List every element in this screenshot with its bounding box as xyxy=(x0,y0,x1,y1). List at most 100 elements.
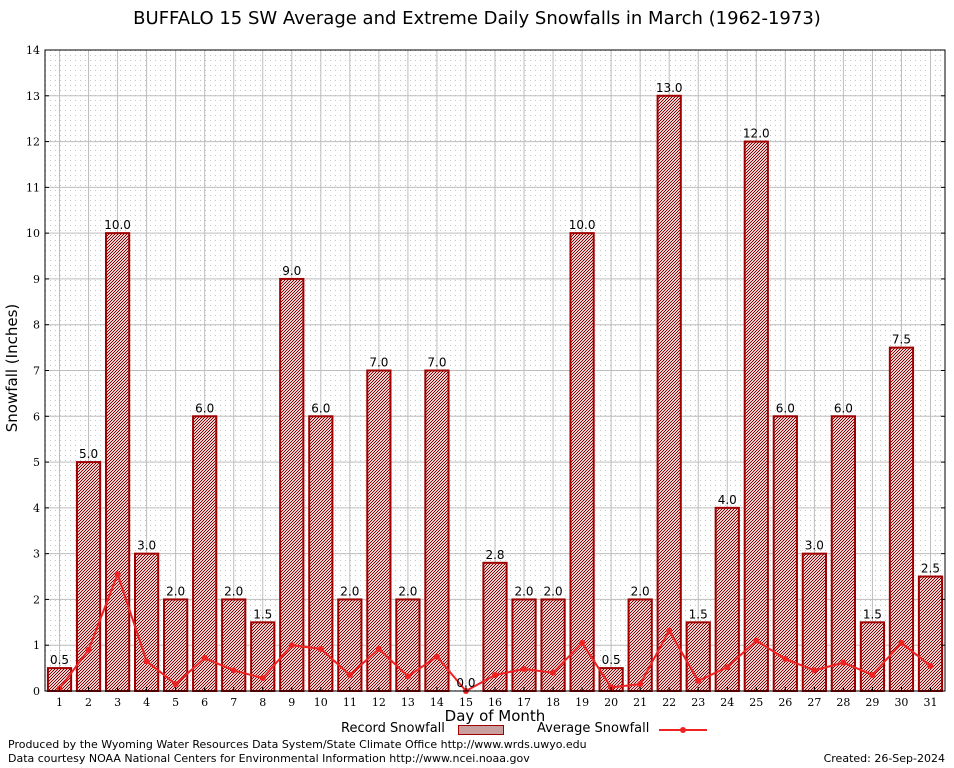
average-snowfall-point xyxy=(521,666,528,673)
record-snowfall-bar xyxy=(859,621,886,692)
record-snowfall-bar xyxy=(366,369,392,692)
record-snowfall-bar xyxy=(714,506,740,692)
bar-value-label: 1.5 xyxy=(863,607,882,621)
average-snowfall-point xyxy=(724,664,731,671)
legend-average-label: Average Snowfall xyxy=(537,721,650,736)
record-snowfall-bar xyxy=(104,232,131,692)
bar-value-label: 6.0 xyxy=(834,401,853,415)
y-tick-label: 13 xyxy=(26,90,40,103)
record-snowfall-bar xyxy=(134,552,160,693)
bar-value-label: 0.5 xyxy=(602,653,621,667)
bar-value-label: 7.0 xyxy=(427,356,446,370)
footer-created-date: Created: 26-Sep-2024 xyxy=(823,752,945,765)
bar-value-label: 0.0 xyxy=(456,676,475,690)
x-tick-label: 29 xyxy=(865,696,879,709)
average-snowfall-point xyxy=(869,671,876,678)
x-tick-label: 22 xyxy=(662,696,676,709)
x-tick-label: 30 xyxy=(894,696,908,709)
legend-average-swatch xyxy=(659,727,707,733)
record-snowfall-bar xyxy=(279,277,305,692)
record-snowfall-bar xyxy=(75,461,102,693)
bar-value-label: 2.0 xyxy=(224,584,243,598)
record-snowfall-bar xyxy=(569,232,595,692)
bar-value-label: 0.5 xyxy=(50,653,69,667)
average-snowfall-point xyxy=(433,653,440,660)
average-snowfall-point xyxy=(143,658,150,665)
y-tick-label: 0 xyxy=(33,685,40,698)
y-tick-label: 3 xyxy=(33,548,40,561)
bar-value-label: 4.0 xyxy=(718,493,737,507)
x-tick-label: 8 xyxy=(259,696,266,709)
bar-value-label: 2.0 xyxy=(631,584,650,598)
x-tick-label: 6 xyxy=(201,696,208,709)
average-snowfall-point xyxy=(666,627,673,634)
x-tick-label: 31 xyxy=(923,696,937,709)
x-tick-label: 24 xyxy=(720,696,734,709)
plot-frame xyxy=(44,49,946,692)
record-snowfall-bar xyxy=(743,140,769,693)
bar-value-label: 5.0 xyxy=(79,447,98,461)
bar-value-label: 1.5 xyxy=(689,607,708,621)
y-tick-label: 12 xyxy=(26,136,40,149)
bar-value-label: 3.0 xyxy=(805,539,824,553)
x-tick-label: 26 xyxy=(778,696,792,709)
footer-data-courtesy: Data courtesy NOAA National Centers for … xyxy=(8,752,530,765)
average-snowfall-point xyxy=(550,669,557,676)
y-tick-label: 11 xyxy=(26,181,40,194)
average-snowfall-point xyxy=(172,681,179,688)
x-tick-label: 18 xyxy=(546,696,560,709)
bar-value-label: 6.0 xyxy=(776,401,795,415)
average-snowfall-point xyxy=(114,571,121,578)
chart-title: BUFFALO 15 SW Average and Extreme Daily … xyxy=(133,8,821,29)
record-snowfall-bar xyxy=(221,598,247,693)
record-snowfall-bar xyxy=(540,598,566,693)
x-axis-label: Day of Month xyxy=(444,707,546,725)
x-tick-label: 17 xyxy=(517,696,531,709)
x-tick-label: 27 xyxy=(807,696,821,709)
y-tick-label: 7 xyxy=(33,365,40,378)
average-snowfall-point xyxy=(782,655,789,662)
average-snowfall-point xyxy=(898,639,905,646)
average-snowfall-point xyxy=(201,655,208,662)
bar-value-label: 12.0 xyxy=(743,127,770,141)
average-snowfall-point xyxy=(317,645,324,652)
x-tick-label: 4 xyxy=(143,696,150,709)
record-snowfall-bar xyxy=(511,598,537,693)
y-tick-label: 14 xyxy=(26,44,40,57)
x-tick-label: 25 xyxy=(749,696,763,709)
x-tick-label: 19 xyxy=(575,696,589,709)
average-snowfall-point xyxy=(840,659,847,666)
bar-value-label: 2.0 xyxy=(514,584,533,598)
x-tick-label: 7 xyxy=(230,696,237,709)
record-snowfall-bar xyxy=(917,575,944,692)
bar-value-label: 10.0 xyxy=(104,218,131,232)
average-snowfall-point xyxy=(811,667,818,674)
x-tick-label: 2 xyxy=(85,696,92,709)
x-tick-label: 16 xyxy=(488,696,502,709)
average-snowfall-point xyxy=(637,681,644,688)
x-tick-label: 15 xyxy=(459,696,473,709)
y-tick-label: 8 xyxy=(33,319,40,332)
x-tick-label: 11 xyxy=(343,696,357,709)
y-tick-label: 9 xyxy=(33,273,40,286)
bar-value-label: 2.0 xyxy=(398,584,417,598)
x-tick-label: 20 xyxy=(604,696,618,709)
bar-value-label: 2.0 xyxy=(340,584,359,598)
average-snowfall-point xyxy=(288,642,295,649)
legend-record-swatch xyxy=(458,725,504,735)
record-snowfall-bar xyxy=(830,415,856,692)
y-tick-label: 6 xyxy=(33,410,40,423)
x-tick-label: 1 xyxy=(56,696,63,709)
bar-value-label: 10.0 xyxy=(569,218,596,232)
x-tick-label: 14 xyxy=(430,696,444,709)
x-tick-label: 12 xyxy=(372,696,386,709)
bar-value-label: 7.0 xyxy=(369,356,388,370)
average-snowfall-point xyxy=(753,637,760,644)
y-tick-label: 10 xyxy=(26,227,40,240)
average-snowfall-point xyxy=(927,662,934,669)
record-snowfall-bar xyxy=(888,346,915,692)
average-snowfall-point xyxy=(404,673,411,680)
x-tick-label: 3 xyxy=(114,696,121,709)
y-tick-label: 4 xyxy=(33,502,40,515)
